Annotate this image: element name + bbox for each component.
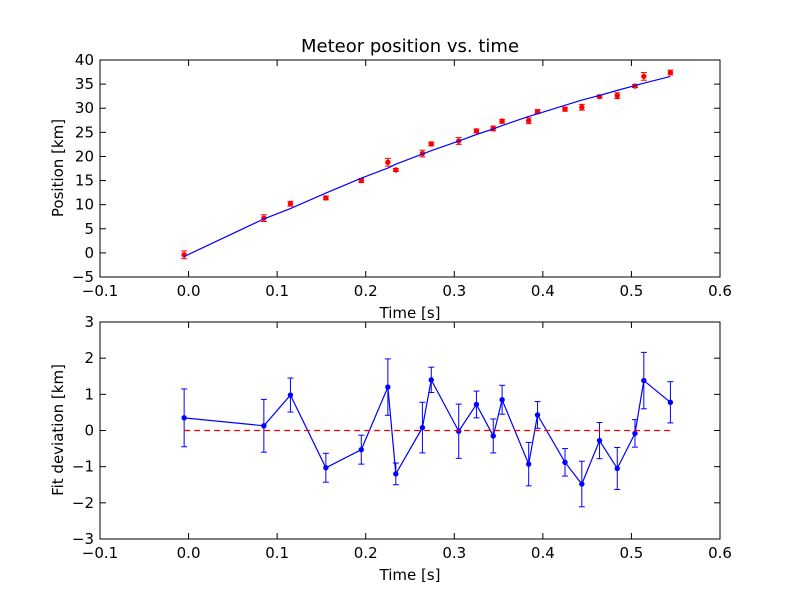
deviation-data-point [428, 377, 434, 383]
deviation-chart-frame [99, 321, 721, 540]
position-data-point [562, 106, 568, 112]
deviation-y-tick-label: −2 [72, 494, 94, 512]
position-data-point [323, 195, 329, 201]
position-x-tick-label: 0.1 [265, 282, 289, 300]
position-chart-title: Meteor position vs. time [301, 36, 519, 57]
deviation-data-point [287, 392, 294, 398]
deviation-data-point [534, 412, 541, 418]
position-chart-marks [181, 69, 674, 260]
deviation-x-tick-label: 0.0 [177, 544, 201, 562]
deviation-data-point [490, 433, 496, 439]
deviation-data-point [473, 401, 480, 408]
position-data-point [641, 73, 647, 80]
deviation-data-point [579, 481, 585, 487]
position-x-tick-label: −0.1 [82, 282, 118, 300]
deviation-data-point [667, 399, 674, 405]
position-data-point [579, 104, 585, 110]
deviation-data-point [525, 461, 532, 467]
deviation-y-tick-label: 0 [84, 422, 94, 440]
position-chart-ticks: −0.1 0.0 0.1 0.2 0.3 0.4 0.5 0.6 −5 0 5 10 15 20 25 30 3… [72, 51, 732, 300]
position-chart-frame [99, 59, 721, 278]
deviation-y-tick-label: 3 [84, 313, 94, 331]
position-data-point [614, 92, 620, 99]
deviation-data-point [323, 465, 329, 471]
deviation-data-point [641, 377, 647, 384]
position-data-point [499, 118, 505, 124]
deviation-data-point [419, 424, 426, 431]
position-x-tick-label: 0.4 [531, 282, 555, 300]
position-y-tick-label: 5 [84, 220, 94, 238]
deviation-y-tick-label: 2 [84, 349, 94, 367]
position-y-tick-label: 35 [75, 75, 94, 93]
position-data-point [473, 128, 480, 134]
position-data-point [287, 201, 294, 207]
deviation-data-point [456, 428, 462, 434]
position-data-point [393, 167, 399, 173]
position-y-tick-label: 30 [75, 99, 94, 117]
position-x-tick-label: 0.3 [442, 282, 466, 300]
deviation-x-tick-label: 0.6 [708, 544, 732, 562]
position-chart-ylabel: Position [km] [49, 119, 67, 217]
deviation-data-point [562, 459, 568, 466]
deviation-data-point [385, 384, 391, 390]
deviation-data-point [393, 471, 399, 477]
deviation-data-point [614, 465, 620, 472]
deviation-chart-marks [181, 351, 674, 508]
deviation-x-tick-label: −0.1 [82, 544, 118, 562]
position-y-tick-label: −5 [72, 268, 94, 286]
deviation-chart: −0.1 0.0 0.1 0.2 0.3 0.4 0.5 0.6 −3 −2 −1 0 1 2 3 Time… [49, 313, 732, 584]
position-y-tick-label: 40 [75, 51, 94, 69]
position-x-tick-label: 0.2 [354, 282, 378, 300]
deviation-x-tick-label: 0.3 [442, 544, 466, 562]
deviation-chart-ylabel: Fit deviation [km] [49, 364, 67, 496]
deviation-data-point [499, 397, 505, 403]
position-chart-xlabel: Time [s] [379, 304, 441, 322]
deviation-y-tick-label: −1 [72, 458, 94, 476]
deviation-chart-ticks: −0.1 0.0 0.1 0.2 0.3 0.4 0.5 0.6 −3 −2 −1 0 1 2 3 [72, 313, 732, 562]
deviation-data-point [632, 430, 638, 437]
deviation-y-tick-label: −3 [72, 530, 94, 548]
deviation-chart-xlabel: Time [s] [379, 566, 441, 584]
position-y-tick-label: 10 [75, 196, 94, 214]
deviation-x-tick-label: 0.5 [619, 544, 643, 562]
position-y-tick-label: 20 [75, 147, 94, 165]
deviation-y-tick-label: 1 [84, 385, 94, 403]
deviation-data-point [358, 446, 364, 453]
position-data-point [525, 118, 532, 124]
deviation-data-point [261, 423, 267, 429]
position-data-point [667, 69, 674, 76]
position-chart: Meteor position vs. time −0.1 0.0 0.1 0.2 0.… [49, 36, 732, 322]
position-y-tick-label: 0 [84, 244, 94, 262]
deviation-x-tick-label: 0.2 [354, 544, 378, 562]
position-x-tick-label: 0.0 [177, 282, 201, 300]
position-data-point [428, 141, 434, 147]
deviation-x-tick-label: 0.4 [531, 544, 555, 562]
position-x-tick-label: 0.6 [708, 282, 732, 300]
deviation-x-tick-label: 0.1 [265, 544, 289, 562]
position-data-point [385, 159, 391, 165]
deviation-series-line [184, 378, 671, 486]
deviation-data-point [596, 437, 603, 444]
position-fit-line [183, 75, 671, 258]
position-x-tick-label: 0.5 [619, 282, 643, 300]
position-y-tick-label: 25 [75, 123, 94, 141]
deviation-data-point [181, 415, 187, 421]
position-y-tick-label: 15 [75, 172, 94, 190]
